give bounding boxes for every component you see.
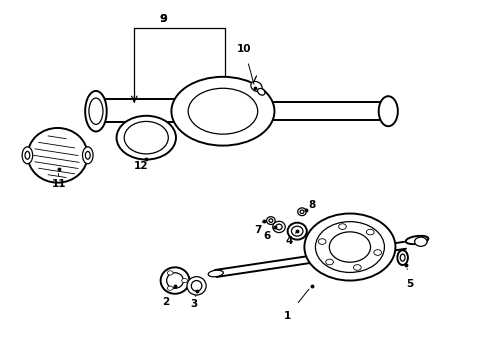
Ellipse shape [272, 221, 285, 233]
Ellipse shape [22, 147, 33, 164]
Ellipse shape [268, 219, 272, 222]
Ellipse shape [275, 224, 282, 230]
Text: 2: 2 [162, 286, 175, 307]
Circle shape [414, 237, 426, 246]
Circle shape [167, 271, 173, 275]
Ellipse shape [291, 226, 303, 236]
Circle shape [124, 121, 168, 154]
Ellipse shape [186, 277, 206, 295]
Circle shape [325, 259, 333, 265]
Text: 9: 9 [159, 14, 166, 24]
Ellipse shape [399, 254, 404, 261]
Circle shape [182, 278, 187, 283]
Text: 1: 1 [284, 289, 308, 321]
Circle shape [318, 239, 325, 244]
Ellipse shape [378, 96, 397, 126]
Text: 10: 10 [237, 45, 253, 84]
Ellipse shape [300, 210, 304, 213]
Ellipse shape [287, 223, 306, 240]
Circle shape [353, 265, 361, 270]
Ellipse shape [397, 250, 407, 265]
Ellipse shape [85, 91, 106, 131]
Circle shape [167, 286, 173, 290]
Text: 6: 6 [263, 227, 274, 242]
Ellipse shape [208, 270, 223, 277]
Text: 7: 7 [253, 221, 263, 235]
Circle shape [373, 250, 381, 255]
Ellipse shape [85, 152, 90, 159]
Ellipse shape [166, 273, 183, 288]
Circle shape [338, 224, 346, 229]
Circle shape [366, 229, 373, 235]
Text: 8: 8 [305, 200, 315, 210]
Circle shape [315, 222, 384, 273]
Text: 5: 5 [406, 269, 413, 289]
Ellipse shape [25, 152, 30, 159]
Ellipse shape [405, 236, 427, 244]
Circle shape [304, 213, 395, 280]
Text: 12: 12 [134, 159, 148, 171]
Ellipse shape [191, 280, 202, 291]
Ellipse shape [82, 147, 93, 164]
Ellipse shape [257, 89, 264, 95]
Text: 4: 4 [285, 231, 297, 246]
Ellipse shape [266, 217, 275, 224]
Ellipse shape [171, 77, 274, 145]
Circle shape [328, 232, 370, 262]
Ellipse shape [250, 81, 262, 91]
Ellipse shape [188, 88, 257, 134]
Text: 11: 11 [51, 174, 66, 189]
Ellipse shape [297, 208, 305, 216]
Text: 3: 3 [190, 295, 198, 309]
Ellipse shape [89, 98, 103, 125]
Ellipse shape [28, 128, 87, 183]
Ellipse shape [160, 267, 189, 294]
Circle shape [116, 116, 176, 159]
Text: 9: 9 [159, 14, 166, 24]
